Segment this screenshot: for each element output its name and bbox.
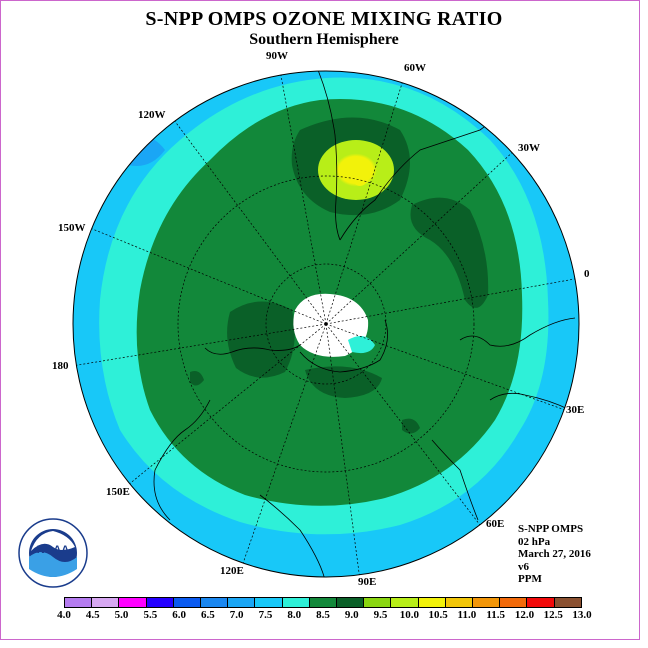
colorbar-swatch xyxy=(418,598,446,607)
patch-9-0-tiny xyxy=(190,371,204,386)
plot-frame xyxy=(0,0,640,640)
patch-9-0-east xyxy=(410,197,489,308)
map-subtitle: Southern Hemisphere xyxy=(249,31,399,48)
colorbar-swatch xyxy=(255,598,283,607)
colorbar-swatch xyxy=(282,598,310,607)
colorbar-tick-label: 8.0 xyxy=(287,609,302,621)
colorbar-swatch xyxy=(146,598,174,607)
colorbar-swatch xyxy=(391,598,419,607)
info-units: PPM xyxy=(518,573,542,585)
colorbar-tick-label: 5.0 xyxy=(114,609,129,621)
colorbar-swatch xyxy=(337,598,365,607)
label-90w: 90W xyxy=(266,50,288,62)
colorbar-swatch xyxy=(527,598,555,607)
colorbar-swatch xyxy=(201,598,229,607)
colorbar-tick-label: 4.5 xyxy=(85,609,100,621)
colorbar-tick-label: 10.0 xyxy=(399,609,419,621)
colorbar-swatch xyxy=(173,598,202,607)
label-0: 0 xyxy=(584,268,590,280)
colorbar-tick-label: 9.0 xyxy=(344,609,359,621)
info-level: 02 hPa xyxy=(518,535,551,548)
label-30e: 30E xyxy=(566,404,585,416)
colorbar-tick-label: 12.5 xyxy=(543,609,563,621)
label-60w: 60W xyxy=(404,62,426,74)
colorbar-swatch xyxy=(119,598,147,607)
colorbar xyxy=(64,597,582,608)
label-30w: 30W xyxy=(518,142,540,154)
info-instrument: S-NPP OMPS xyxy=(518,523,584,535)
colorbar-tick-label: 4.0 xyxy=(57,609,71,621)
colorbar-tick-label: 10.5 xyxy=(428,609,448,621)
label-120e: 120E xyxy=(220,565,244,577)
colorbar-swatch xyxy=(364,598,392,607)
colorbar-swatch xyxy=(500,598,528,607)
colorbar-swatch xyxy=(309,598,338,607)
colorbar-tick-label: 13.0 xyxy=(572,609,592,621)
info-version: v6 xyxy=(518,560,529,573)
label-120w: 120W xyxy=(138,109,166,121)
colorbar-swatch xyxy=(473,598,501,607)
colorbar-swatch xyxy=(65,598,93,607)
patch-9-0-west xyxy=(227,301,295,378)
colorbar-tick-label: 12.0 xyxy=(514,609,535,621)
product-info: S-NPP OMPS 02 hPa March 27, 2016 v6 PPM xyxy=(518,523,591,586)
colorbar-tick-label: 9.5 xyxy=(373,609,388,621)
colorbar-swatch xyxy=(228,598,256,607)
colorbar-tick-label: 7.0 xyxy=(229,609,244,621)
label-150w: 150W xyxy=(58,222,86,234)
colorbar-swatch xyxy=(554,598,581,607)
label-90e: 90E xyxy=(358,576,377,588)
label-180: 180 xyxy=(52,360,69,372)
noaa-logo: NOAA xyxy=(18,518,88,588)
colorbar-tick-label: 7.5 xyxy=(258,609,273,621)
maximum-core xyxy=(351,164,369,186)
colorbar-tick-label: 8.5 xyxy=(316,609,330,621)
south-pole-marker xyxy=(324,322,328,326)
pole-edge-patch xyxy=(348,336,375,354)
map-title: S-NPP OMPS OZONE MIXING RATIO xyxy=(145,8,503,30)
patch-9-0-small xyxy=(402,418,420,434)
colorbar-swatch xyxy=(92,598,120,607)
label-60e: 60E xyxy=(486,518,505,530)
colorbar-tick-label: 11.5 xyxy=(486,609,505,621)
colorbar-swatch xyxy=(445,598,474,607)
noaa-logo-text: NOAA xyxy=(37,544,69,556)
colorbar-tick-label: 11.0 xyxy=(457,609,477,621)
patch-9-0-south xyxy=(305,366,382,398)
colorbar-tick-label: 6.5 xyxy=(201,609,215,621)
map-boundary xyxy=(72,70,580,578)
info-date: March 27, 2016 xyxy=(518,548,591,560)
colorbar-tick-label: 6.0 xyxy=(172,609,186,621)
colorbar-tick-label: 5.5 xyxy=(143,609,158,621)
colorbar-ticks: 4.0 4.5 5.0 5.5 6.0 6.5 7.0 7.5 8.0 8.5 9.0 9.5 10.0… xyxy=(52,609,602,623)
label-150e: 150E xyxy=(106,486,130,498)
